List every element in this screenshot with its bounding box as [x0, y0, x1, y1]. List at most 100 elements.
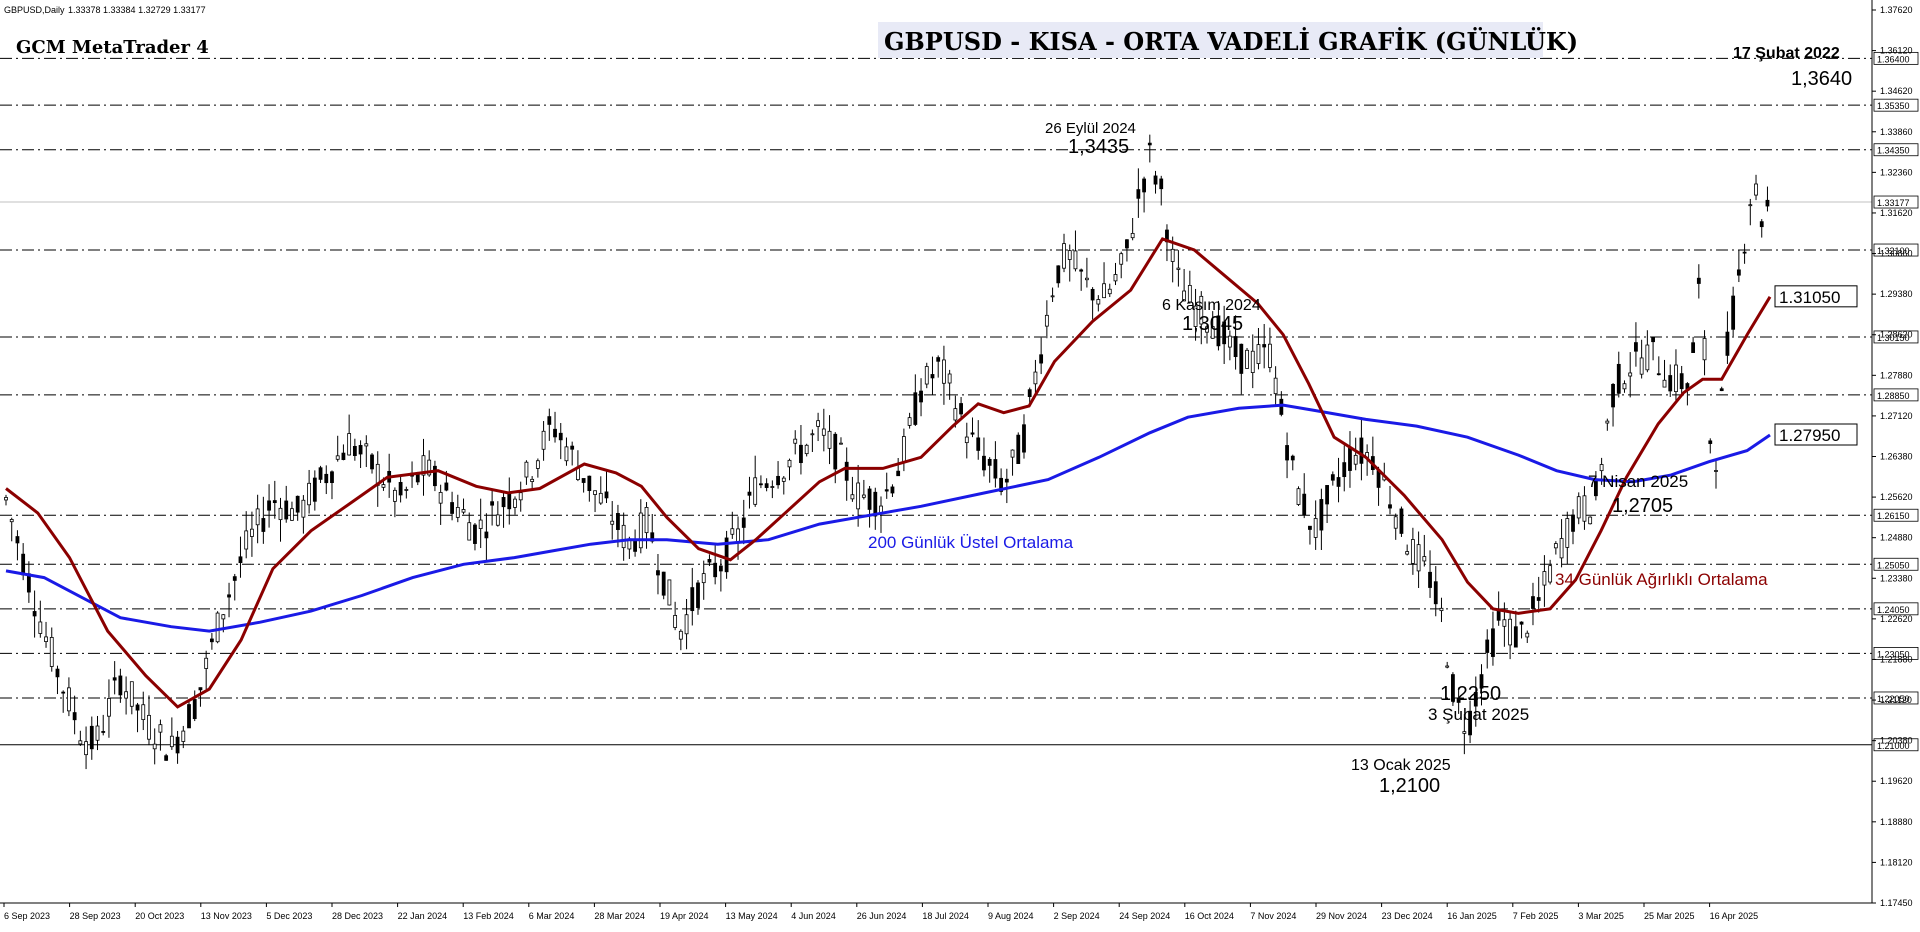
candle-body — [1056, 265, 1061, 284]
candle-body — [244, 530, 249, 550]
annotation-date: 26 Eylül 2024 — [1045, 120, 1136, 137]
y-tick-label: 1.32360 — [1880, 167, 1913, 177]
candle-body — [1679, 373, 1684, 390]
candle-body — [1210, 326, 1215, 339]
candle-body — [1496, 610, 1501, 621]
y-tick-label: 1.21880 — [1880, 654, 1913, 664]
level-price-box — [1873, 388, 1919, 402]
y-tick-label: 1.25620 — [1880, 492, 1913, 502]
candle-body — [181, 730, 186, 742]
candle-body — [907, 417, 912, 426]
level-price-label: 1.21000 — [1877, 741, 1910, 751]
candle-body — [1222, 321, 1227, 345]
candle-body — [982, 455, 986, 471]
candle-body — [896, 470, 901, 477]
time-axis: 6 Sep 2023 28 Sep 2023 20 Oct 2023 13 Nov 2… — [0, 902, 1872, 921]
candle-body — [901, 436, 906, 463]
candle-body — [72, 712, 77, 721]
annotation-price: 1,3045 — [1182, 313, 1243, 335]
candle-body — [919, 390, 923, 403]
candle-body — [999, 477, 1004, 492]
candle-body — [1416, 544, 1421, 572]
candle-body — [1187, 285, 1192, 303]
candle-body — [404, 489, 409, 491]
candle-body — [38, 621, 43, 634]
candle-body — [1062, 243, 1066, 269]
y-tick-label: 1.27120 — [1880, 411, 1913, 421]
candle-body — [1536, 597, 1541, 601]
candle-body — [1714, 470, 1718, 472]
candle-body — [1256, 344, 1261, 364]
annotation-date: 13 Ocak 2025 — [1351, 757, 1451, 774]
annotation-price: 1,3640 — [1791, 68, 1852, 90]
candle-body — [1250, 350, 1255, 374]
candle-body — [1588, 516, 1593, 525]
candle-body — [67, 687, 71, 712]
y-tick-label: 1.24880 — [1880, 533, 1913, 543]
candle-body — [1502, 619, 1507, 627]
candle-body — [1485, 639, 1490, 653]
y-tick-label: 1.20380 — [1880, 736, 1913, 746]
candle-body — [930, 374, 935, 379]
y-tick-label: 1.18880 — [1880, 817, 1913, 827]
candle-body — [1050, 295, 1055, 298]
candle-body — [112, 677, 117, 681]
candle-body — [232, 576, 237, 581]
candle-body — [959, 403, 963, 415]
candle-body — [1136, 189, 1141, 199]
current-price-label: 1.33177 — [1877, 198, 1910, 208]
candle-body — [1622, 383, 1627, 390]
ema200-legend-label: 200 Günlük Üstel Ortalama — [868, 533, 1074, 552]
candle-body — [1576, 496, 1581, 519]
candle-body — [787, 459, 792, 468]
price-axis: 1.36400 1.35350 1.34350 1.32100 1.30150 1.288… — [1871, 0, 1919, 908]
candle-body — [44, 636, 48, 642]
candle-body — [621, 524, 626, 549]
candle-body — [209, 638, 214, 643]
x-tick-label: 7 Feb 2025 — [1513, 911, 1559, 921]
candle-body — [467, 522, 472, 541]
horizontal-levels — [0, 57, 1872, 746]
candle-body — [118, 675, 123, 696]
candle-body — [1273, 377, 1278, 395]
level-price-label: 1.26150 — [1877, 511, 1910, 521]
y-tick-label: 1.31620 — [1880, 208, 1913, 218]
candle-body — [1605, 420, 1610, 424]
candle-body — [1725, 331, 1730, 356]
candle-body — [810, 433, 815, 436]
candle-body — [1193, 305, 1198, 327]
candle-body — [1736, 269, 1741, 276]
level-price-label: 1.32100 — [1877, 246, 1910, 256]
candle-body — [1130, 232, 1135, 239]
candle-body — [827, 430, 832, 449]
candle-body — [644, 507, 649, 534]
x-tick-label: 13 Nov 2023 — [201, 911, 252, 921]
candle-body — [564, 446, 569, 462]
x-tick-label: 23 Dec 2024 — [1382, 911, 1433, 921]
candle-body — [129, 681, 134, 707]
y-tick-label: 1.27880 — [1880, 370, 1913, 380]
candle-body — [444, 482, 449, 491]
candle-body — [1090, 288, 1095, 301]
candle-body — [873, 491, 878, 517]
candle-body — [1125, 239, 1129, 249]
candle-body — [1296, 488, 1301, 505]
candle-body — [55, 668, 60, 678]
candle-body — [1691, 342, 1696, 353]
candle-body — [392, 489, 397, 502]
level-price-box — [1873, 330, 1919, 344]
moving-averages: 1.27950 1.31050 — [5, 237, 1858, 709]
candle-body — [1428, 571, 1432, 588]
candle-body — [450, 502, 454, 514]
candle-body — [433, 465, 437, 487]
annotation-date: 7 Nisan 2025 — [1588, 472, 1688, 491]
level-price-label: 1.23050 — [1877, 649, 1910, 659]
x-tick-label: 2 Sep 2024 — [1054, 911, 1100, 921]
candle-body — [690, 587, 695, 612]
level-price-box — [1873, 51, 1919, 65]
candle-body — [781, 477, 786, 482]
level-price-box — [1873, 602, 1919, 616]
candle-body — [152, 743, 157, 750]
candle-body — [1227, 335, 1232, 348]
